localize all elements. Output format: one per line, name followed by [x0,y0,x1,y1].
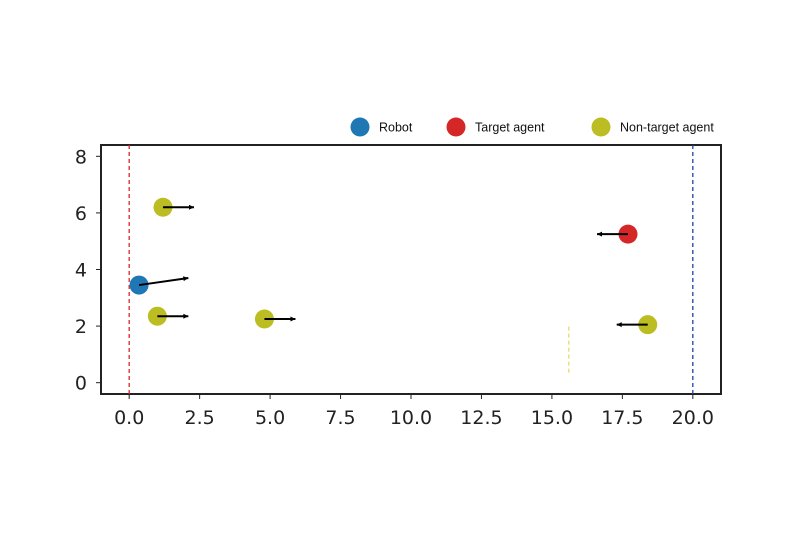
x-tick-label: 17.5 [601,407,643,429]
arrow-head-4 [290,316,296,322]
legend-marker-0 [350,117,370,137]
x-tick-label: 0.0 [114,407,144,429]
x-tick-label: 10.0 [390,407,432,429]
x-tick-label: 15.0 [531,407,573,429]
x-tick-label: 7.5 [325,407,355,429]
legend-marker-1 [446,117,466,137]
y-tick-label: 4 [75,260,87,282]
arrow-head-1 [597,231,602,237]
plot-frame [100,144,722,395]
legend-marker-2 [591,117,611,137]
arrow-head-3 [183,313,189,319]
reference-lines [128,145,694,394]
y-axis: 0 2 4 6 8 [75,146,101,395]
legend: Robot Target agent Non-target agent [350,117,714,137]
plot-area [100,144,722,395]
y-tick-label: 2 [75,316,87,338]
x-axis: 0.0 2.5 5.0 7.5 10.0 12.5 15.0 17.5 20.0 [114,394,714,429]
x-tick-label: 5.0 [255,407,285,429]
y-tick-label: 8 [75,146,87,168]
legend-label: Target agent [475,121,545,135]
velocity-arrow-robot-0 [138,276,189,287]
legend-label: Robot [379,121,413,135]
agent-points [129,197,658,335]
legend-label: Non-target agent [620,121,714,135]
arrow-head-5 [616,322,622,328]
arrow-head-2 [189,204,194,210]
x-tick-label: 12.5 [460,407,502,429]
velocity-arrows [138,204,648,328]
arrow-head-0 [183,276,189,282]
x-tick-label: 2.5 [185,407,215,429]
y-tick-label: 6 [75,203,87,225]
y-tick-label: 0 [75,373,87,395]
x-tick-label: 20.0 [672,407,714,429]
